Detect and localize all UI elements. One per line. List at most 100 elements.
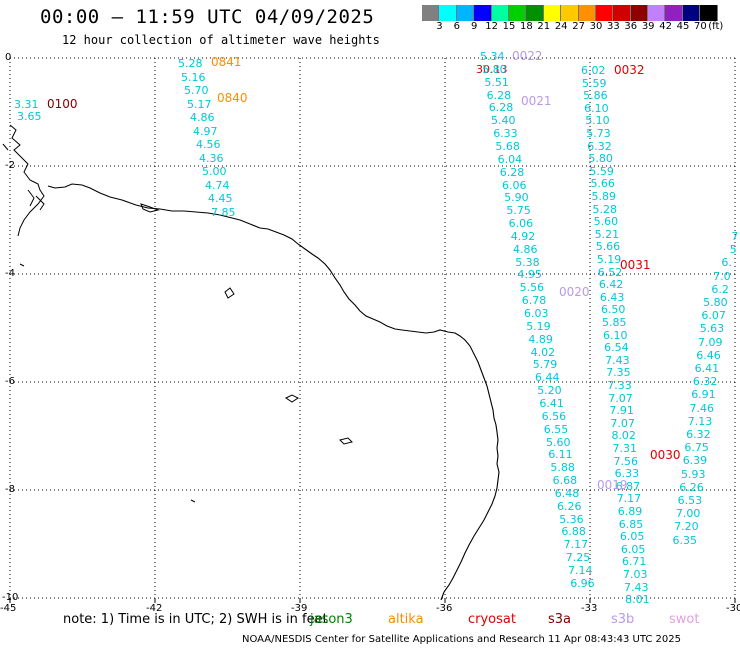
wave-height-value: 6.06 xyxy=(508,217,534,231)
colorbar-label: (ft) xyxy=(708,21,724,32)
wave-height-value: 5.19 xyxy=(596,253,622,266)
wave-height-value: 4.95 xyxy=(517,268,542,282)
wave-height-value: 7.43 xyxy=(624,580,649,594)
colorbar-swatch xyxy=(422,5,440,21)
coast-islands xyxy=(2,124,353,503)
wave-height-value: 6.46 xyxy=(696,348,721,362)
wave-height-value: 5.73 xyxy=(586,127,611,140)
colorbar-label: 39 xyxy=(641,21,655,32)
wave-height-value: 6.32 xyxy=(692,375,718,389)
wave-height-value: 7.0 xyxy=(713,269,731,283)
wave-height-value: 6.07 xyxy=(701,309,726,323)
wave-height-value: 5.60 xyxy=(546,435,571,449)
wave-height-value: 6.05 xyxy=(620,542,646,556)
colorbar-swatch xyxy=(665,5,683,21)
pass-time-label: 0841 xyxy=(211,55,242,69)
wave-height-value: 5.66 xyxy=(590,177,615,191)
colorbar-swatch xyxy=(456,5,475,21)
wave-height-value: 4.97 xyxy=(193,124,218,138)
wave-height-value: 5.36 xyxy=(559,512,584,526)
pass-time-label: 0019 xyxy=(597,478,628,492)
wave-height-value: 6.78 xyxy=(521,294,547,308)
wave-height-value: 5.34 xyxy=(480,50,505,63)
wave-height-value: 5.79 xyxy=(532,358,558,372)
wave-height-value: 7 xyxy=(731,230,739,243)
colorbar-label: 24 xyxy=(554,21,568,32)
wave-height-value: 5.38 xyxy=(515,255,540,269)
x-tick-label: -42 xyxy=(146,603,163,614)
page-title: 00:00 – 11:59 UTC 04/09/2025 xyxy=(40,6,375,28)
wave-height-value: 7.56 xyxy=(613,454,639,468)
footer-credit: NOAA/NESDIS Center for Satellite Applica… xyxy=(242,634,681,645)
wave-height-value: 5.63 xyxy=(699,322,725,336)
wave-height-value: 6.71 xyxy=(621,555,647,569)
wave-height-value: 6.56 xyxy=(541,409,567,423)
wave-height-value: 30.13 xyxy=(476,63,508,76)
wave-height-value: 7.91 xyxy=(609,404,634,418)
wave-height-value: 7.85 xyxy=(211,205,236,219)
wave-height-value: 5.89 xyxy=(591,190,617,203)
wave-height-value: 4.89 xyxy=(528,332,553,346)
wave-height-value: 5.86 xyxy=(583,89,608,103)
wave-height-value: 6.04 xyxy=(497,152,523,166)
y-tick-label: -10 xyxy=(2,592,19,603)
wave-height-value: 6.91 xyxy=(691,388,716,402)
wave-height-value: 6.85 xyxy=(618,517,644,531)
wave-height-value: 5.60 xyxy=(593,215,619,229)
wave-height-value: 3.65 xyxy=(17,110,42,123)
pass-time-label: 0022 xyxy=(512,49,543,63)
wave-height-value: 6.11 xyxy=(548,448,573,462)
wave-height-value: 6.39 xyxy=(682,454,708,468)
colorbar-swatch xyxy=(474,5,492,21)
wave-height-value: 6.52 xyxy=(597,265,623,279)
wave-height-value: 5.85 xyxy=(602,316,627,329)
wave-height-value: 4.86 xyxy=(513,242,538,256)
wave-height-value: 5.88 xyxy=(550,461,575,475)
wave-height-value: 7.35 xyxy=(606,366,631,380)
satellite-name-jason3: jason3 xyxy=(310,612,353,627)
colorbar-label: 42 xyxy=(659,21,672,32)
x-tick-label: -36 xyxy=(436,603,453,614)
colorbar-swatch xyxy=(630,5,649,21)
pass-time-label: 0020 xyxy=(559,285,590,299)
wave-height-value: 4.74 xyxy=(205,178,230,192)
wave-height-value: 5.68 xyxy=(495,139,520,153)
footer-note: note: 1) Time is in UTC; 2) SWH is in fe… xyxy=(63,612,328,627)
wave-height-value: 6.53 xyxy=(677,494,703,507)
wave-height-value: 6.68 xyxy=(552,474,578,488)
colorbar-swatch xyxy=(700,5,718,21)
y-tick-label: -2 xyxy=(5,160,15,171)
wave-height-value: 7.20 xyxy=(674,520,699,534)
wave-height-value: 5.51 xyxy=(484,75,509,89)
wave-height-value: 4.36 xyxy=(199,151,224,165)
wave-height-value: 5.20 xyxy=(537,384,562,398)
wave-height-value: 6.43 xyxy=(599,290,625,304)
y-tick-label: -4 xyxy=(5,268,15,279)
wave-height-value: 6.26 xyxy=(557,499,582,513)
y-tick-label: 0 xyxy=(5,52,12,63)
satellite-name-cryosat: cryosat xyxy=(468,612,516,627)
wave-height-value: 7.00 xyxy=(675,507,701,521)
wave-height-value: 6.02 xyxy=(581,64,606,77)
colorbar-label: 36 xyxy=(624,21,638,32)
colorbar-label: 21 xyxy=(537,21,551,32)
wave-height-value: 7.33 xyxy=(607,379,632,392)
x-tick-label: -30 xyxy=(726,603,740,614)
wave-height-value: 6.06 xyxy=(502,178,527,192)
wave-height-value: 6.33 xyxy=(493,127,518,141)
wave-height-value: 6.41 xyxy=(694,362,720,375)
wave-height-value: 5.40 xyxy=(491,114,516,128)
wave-height-value: 6.10 xyxy=(603,328,628,342)
wave-height-value: 7.13 xyxy=(687,414,713,428)
colorbar-label: 70 xyxy=(694,21,707,32)
wave-height-value: 6.89 xyxy=(617,505,643,518)
wave-height-value: 6.75 xyxy=(684,441,709,455)
wave-height-value: 7.17 xyxy=(563,538,589,552)
wave-height-value: 7.31 xyxy=(612,442,638,455)
wave-height-value: 6.44 xyxy=(535,371,560,385)
y-tick-label: -8 xyxy=(5,484,15,495)
wave-height-value: 5.75 xyxy=(506,204,531,218)
wave-height-value: 5.59 xyxy=(589,164,614,178)
wave-height-value: 6.05 xyxy=(619,530,645,544)
wave-height-value: 6. xyxy=(721,256,732,270)
